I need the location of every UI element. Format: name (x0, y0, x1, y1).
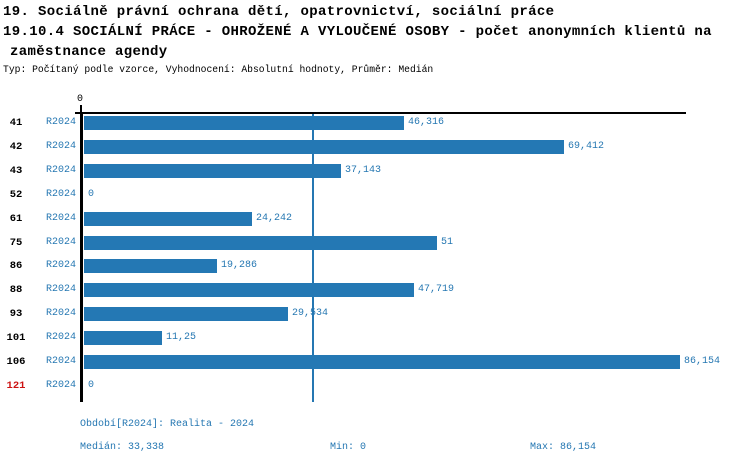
bar-value-label: 47,719 (418, 284, 455, 296)
row-category-label: 88 (9, 284, 23, 297)
bar-value-label: 46,316 (408, 117, 445, 128)
row-series-label: R2024 (46, 212, 77, 224)
median-reference-line (312, 114, 314, 402)
bar-value-label: 24,242 (256, 212, 293, 224)
value-bar[interactable] (84, 235, 437, 250)
row-category-label: 106 (6, 356, 26, 368)
row-series-label: R2024 (46, 356, 77, 367)
y-axis-line (80, 112, 83, 402)
bar-value-label: 19,286 (221, 260, 258, 272)
value-bar[interactable] (84, 139, 564, 154)
row-series-label: R2024 (46, 117, 77, 128)
row-category-label: 43 (9, 164, 23, 177)
row-category-label: 93 (9, 308, 23, 321)
report-subtitle-line2: zaměstnance agendy (10, 44, 168, 60)
value-bar[interactable] (84, 163, 341, 178)
period-label: Období[R2024]: Realita - 2024 (80, 419, 255, 430)
median-stat: Medián: 33,338 (80, 442, 165, 453)
report-meta: Typ: Počítaný podle vzorce, Vyhodnocení:… (3, 64, 434, 75)
value-bar[interactable] (84, 259, 217, 274)
bar-value-label: 69,412 (568, 140, 605, 152)
bar-value-label: 11,25 (166, 332, 197, 344)
value-bar[interactable] (84, 283, 414, 298)
row-category-label: 42 (9, 140, 23, 153)
value-bar[interactable] (84, 331, 162, 346)
bar-value-label: 86,154 (684, 356, 721, 367)
row-category-label: 41 (9, 117, 23, 129)
x-axis-tick-label: 0 (76, 94, 83, 105)
row-series-label: R2024 (46, 188, 77, 200)
bar-value-label: 29,534 (292, 308, 329, 320)
row-series-label: R2024 (46, 164, 77, 176)
row-series-label: R2024 (46, 308, 77, 320)
row-series-label: R2024 (46, 260, 77, 272)
row-series-label: R2024 (46, 284, 77, 296)
value-bar[interactable] (84, 116, 404, 130)
row-category-label: 121 (6, 379, 26, 392)
min-stat: Min: 0 (330, 442, 367, 453)
row-category-label: 52 (9, 188, 23, 201)
bar-value-label: 0 (88, 379, 95, 391)
row-category-label: 61 (9, 212, 23, 225)
row-category-label: 75 (9, 236, 23, 249)
row-series-label: R2024 (46, 332, 77, 344)
row-series-label: R2024 (46, 379, 77, 391)
row-category-label: 86 (9, 260, 23, 273)
value-bar[interactable] (84, 355, 680, 369)
row-series-label: R2024 (46, 236, 77, 248)
row-category-label: 101 (6, 332, 26, 345)
x-axis-line (75, 112, 686, 114)
row-series-label: R2024 (46, 140, 77, 152)
value-bar[interactable] (84, 307, 288, 322)
report-title: 19. Sociálně právní ochrana dětí, opatro… (3, 4, 555, 20)
value-bar[interactable] (84, 211, 252, 226)
bar-value-label: 51 (441, 236, 454, 248)
x-axis-tick-mark (80, 105, 82, 112)
report-subtitle-line1: 19.10.4 SOCIÁLNÍ PRÁCE - OHROŽENÉ A VYLO… (3, 24, 712, 40)
bar-value-label: 0 (88, 188, 95, 200)
max-stat: Max: 86,154 (530, 442, 597, 453)
bar-value-label: 37,143 (345, 164, 382, 176)
